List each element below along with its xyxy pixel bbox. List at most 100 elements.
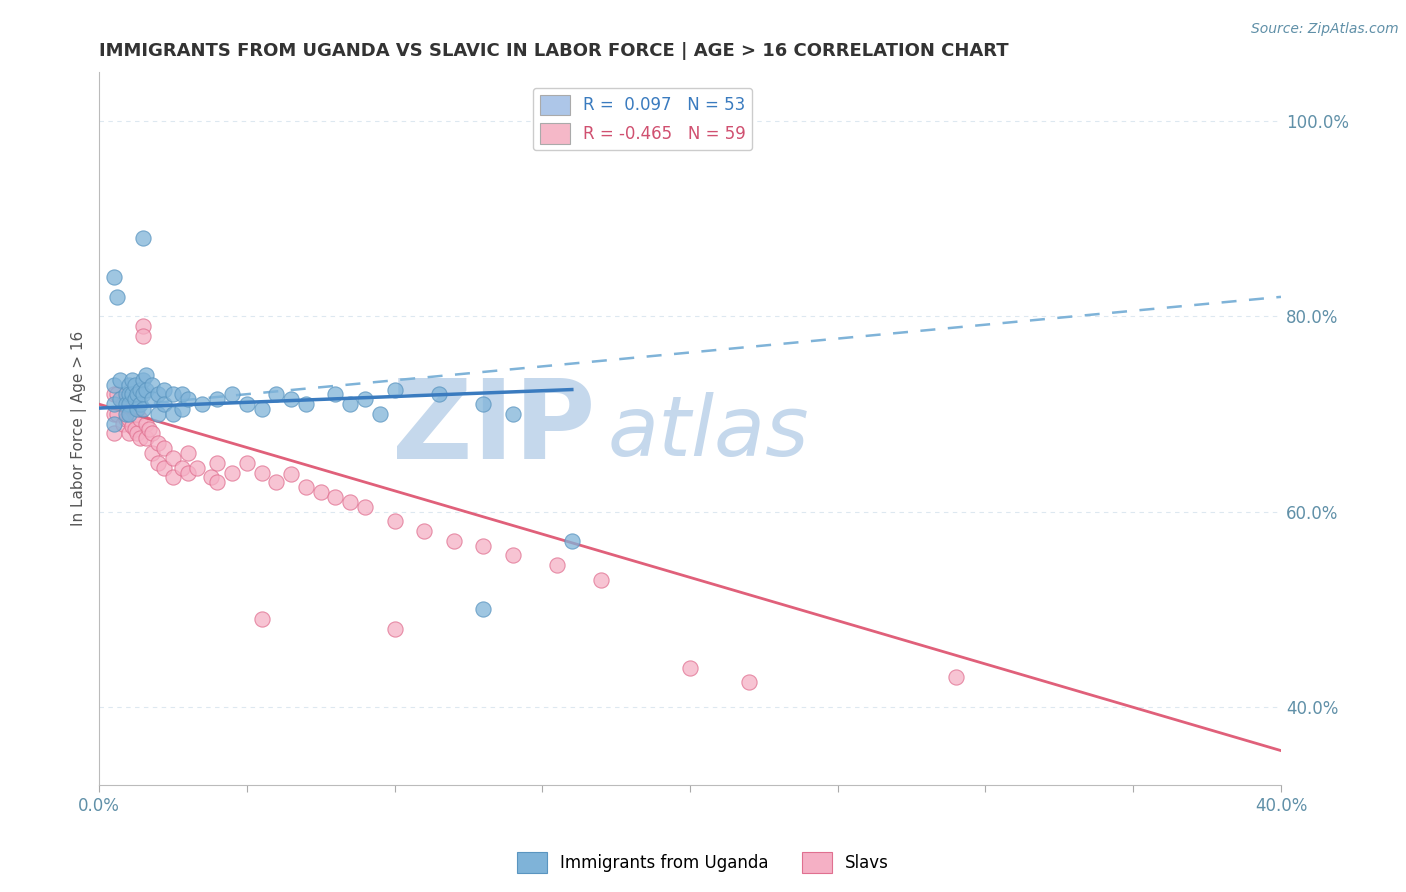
Point: [915, 788, 938, 802]
Point: [127, 426, 149, 441]
Point: [103, 270, 125, 285]
Point: [132, 231, 155, 245]
Point: [117, 387, 139, 401]
Point: [132, 373, 155, 387]
Point: [132, 329, 155, 343]
Point: [207, 456, 229, 470]
Point: [124, 407, 146, 421]
Point: [103, 397, 125, 411]
Point: [546, 558, 568, 573]
Y-axis label: In Labor Force | Age > 16: In Labor Force | Age > 16: [72, 331, 87, 526]
Text: IMMIGRANTS FROM UGANDA VS SLAVIC IN LABOR FORCE | AGE > 16 CORRELATION CHART: IMMIGRANTS FROM UGANDA VS SLAVIC IN LABO…: [98, 42, 1008, 60]
Point: [221, 387, 243, 401]
Point: [384, 514, 406, 528]
Point: [114, 412, 136, 426]
Point: [108, 373, 131, 387]
Point: [384, 383, 406, 397]
Point: [162, 407, 184, 421]
Point: [325, 387, 347, 401]
Point: [443, 533, 465, 548]
Point: [114, 387, 136, 401]
Point: [191, 397, 214, 411]
Point: [472, 397, 495, 411]
Point: [124, 392, 146, 407]
Legend: R =  0.097   N = 53, R = -0.465   N = 59: R = 0.097 N = 53, R = -0.465 N = 59: [533, 88, 752, 150]
Point: [176, 392, 198, 407]
Point: [561, 533, 583, 548]
Point: [153, 441, 176, 455]
Point: [502, 549, 524, 563]
Point: [153, 460, 176, 475]
Point: [127, 387, 149, 401]
Point: [127, 407, 149, 421]
Point: [207, 475, 229, 490]
Text: ZIP: ZIP: [392, 376, 596, 482]
Point: [354, 500, 377, 514]
Point: [280, 467, 302, 482]
Point: [124, 377, 146, 392]
Point: [186, 460, 208, 475]
Point: [413, 524, 436, 538]
Legend: Immigrants from Uganda, Slavs: Immigrants from Uganda, Slavs: [510, 846, 896, 880]
Point: [129, 397, 152, 411]
Point: [146, 456, 169, 470]
Point: [153, 383, 176, 397]
Point: [103, 387, 125, 401]
Point: [200, 470, 222, 484]
Point: [162, 450, 184, 465]
Point: [162, 387, 184, 401]
Point: [121, 418, 143, 433]
Point: [236, 397, 259, 411]
Point: [325, 490, 347, 504]
Point: [114, 397, 136, 411]
Point: [266, 387, 288, 401]
Point: [121, 373, 143, 387]
Point: [236, 456, 259, 470]
Point: [384, 622, 406, 636]
Point: [176, 466, 198, 480]
Point: [117, 407, 139, 421]
Point: [129, 412, 152, 426]
Point: [111, 397, 134, 411]
Point: [105, 387, 128, 401]
Point: [295, 480, 318, 494]
Point: [117, 397, 139, 411]
Point: [129, 383, 152, 397]
Point: [117, 412, 139, 426]
Point: [266, 475, 288, 490]
Point: [945, 670, 967, 684]
Point: [135, 383, 157, 397]
Point: [141, 392, 163, 407]
Point: [153, 397, 176, 411]
Point: [176, 446, 198, 460]
Point: [135, 417, 157, 431]
Point: [111, 417, 134, 431]
Point: [591, 573, 613, 587]
Point: [472, 539, 495, 553]
Point: [170, 402, 193, 417]
Point: [162, 470, 184, 484]
Point: [170, 387, 193, 401]
Point: [121, 402, 143, 417]
Point: [138, 421, 160, 435]
Point: [146, 407, 169, 421]
Point: [114, 392, 136, 407]
Point: [108, 392, 131, 407]
Point: [368, 407, 391, 421]
Point: [339, 495, 361, 509]
Point: [127, 402, 149, 417]
Point: [132, 387, 155, 401]
Text: Source: ZipAtlas.com: Source: ZipAtlas.com: [1251, 22, 1399, 37]
Point: [121, 387, 143, 401]
Point: [129, 431, 152, 445]
Text: atlas: atlas: [607, 392, 808, 473]
Point: [124, 421, 146, 435]
Point: [146, 387, 169, 401]
Point: [354, 392, 377, 407]
Point: [221, 466, 243, 480]
Point: [135, 431, 157, 445]
Point: [105, 290, 128, 304]
Point: [738, 675, 761, 690]
Point: [250, 612, 273, 626]
Point: [280, 392, 302, 407]
